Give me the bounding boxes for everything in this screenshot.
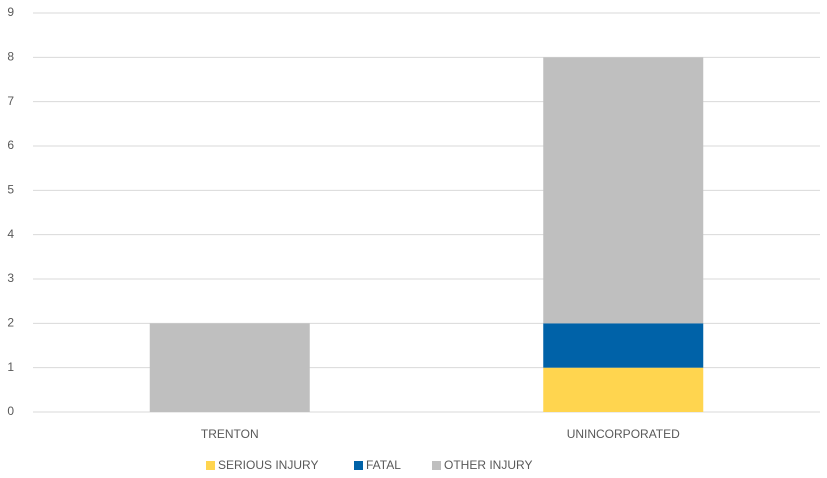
legend-label: SERIOUS INJURY	[218, 458, 318, 472]
y-tick-label: 2	[7, 316, 14, 330]
y-tick-label: 5	[7, 183, 14, 197]
y-tick-label: 9	[7, 5, 14, 19]
legend-swatch	[354, 461, 363, 470]
bar-segment	[543, 323, 704, 368]
x-tick-label: UNINCORPORATED	[567, 427, 680, 441]
legend-label: FATAL	[366, 458, 401, 472]
bar-segment	[149, 323, 310, 412]
y-tick-label: 3	[7, 271, 14, 285]
y-tick-label: 8	[7, 50, 14, 64]
bar-segment	[543, 367, 704, 412]
y-tick-label: 6	[7, 138, 14, 152]
bar-segment	[543, 57, 704, 324]
y-tick-label: 7	[7, 94, 14, 108]
legend-label: OTHER INJURY	[444, 458, 532, 472]
y-tick-label: 1	[7, 360, 14, 374]
x-tick-label: TRENTON	[201, 427, 259, 441]
y-tick-label: 4	[7, 227, 14, 241]
y-tick-label: 0	[7, 404, 14, 418]
legend-swatch	[206, 461, 215, 470]
legend-swatch	[432, 461, 441, 470]
